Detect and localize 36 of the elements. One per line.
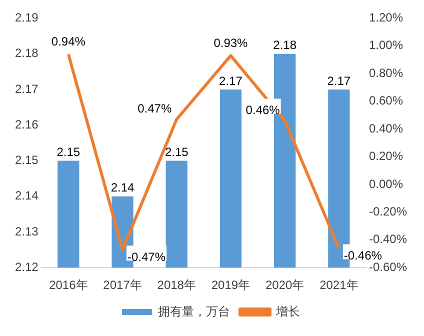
data-label: 2.15 (164, 145, 189, 160)
y2-tick-label: 0.40% (368, 121, 404, 136)
y2-tick-label: 0.20% (368, 149, 404, 164)
data-label: 2.14 (110, 180, 135, 195)
y-tick-label: 2.18 (14, 46, 39, 60)
y2-tick-label: 1.00% (368, 38, 404, 52)
data-label: 0.94% (51, 34, 86, 49)
x-tick-label: 2016年 (49, 278, 88, 292)
data-label: 2.17 (327, 74, 351, 88)
legend-label: 增长 (275, 304, 300, 318)
y-tick-label: 2.14 (14, 188, 39, 203)
x-tick-label: 2019年 (211, 278, 250, 292)
y-tick-label: 2.19 (14, 10, 39, 25)
y2-tick-label: 0.60% (368, 94, 404, 108)
data-label: 0.47% (138, 102, 172, 116)
x-tick-label: 2020年 (265, 278, 304, 292)
x-tick-label: 2021年 (320, 278, 358, 292)
y-tick-label: 2.17 (14, 82, 39, 96)
y2-tick-label: -0.40% (368, 232, 408, 246)
data-label: 2.15 (56, 145, 80, 160)
data-label: -0.47% (127, 250, 166, 264)
y2-tick-label: -0.20% (368, 204, 408, 218)
data-label: 2.18 (273, 38, 297, 52)
x-tick-label: 2017年 (103, 278, 142, 292)
y2-tick-label: 1.20% (368, 10, 404, 25)
y-tick-label: 2.12 (14, 260, 39, 274)
legend-label: 拥有量，万台 (158, 304, 230, 318)
data-label: 2.17 (219, 74, 243, 88)
y2-tick-label: 0.00% (368, 176, 404, 191)
y-tick-label: 2.13 (14, 224, 39, 238)
y-tick-label: 2.15 (14, 153, 39, 168)
y2-tick-label: 0.80% (368, 66, 404, 80)
y-tick-label: 2.16 (14, 117, 39, 132)
x-tick-label: 2018年 (157, 278, 196, 292)
data-label: 0.46% (246, 103, 280, 118)
data-label: 0.93% (214, 36, 248, 50)
